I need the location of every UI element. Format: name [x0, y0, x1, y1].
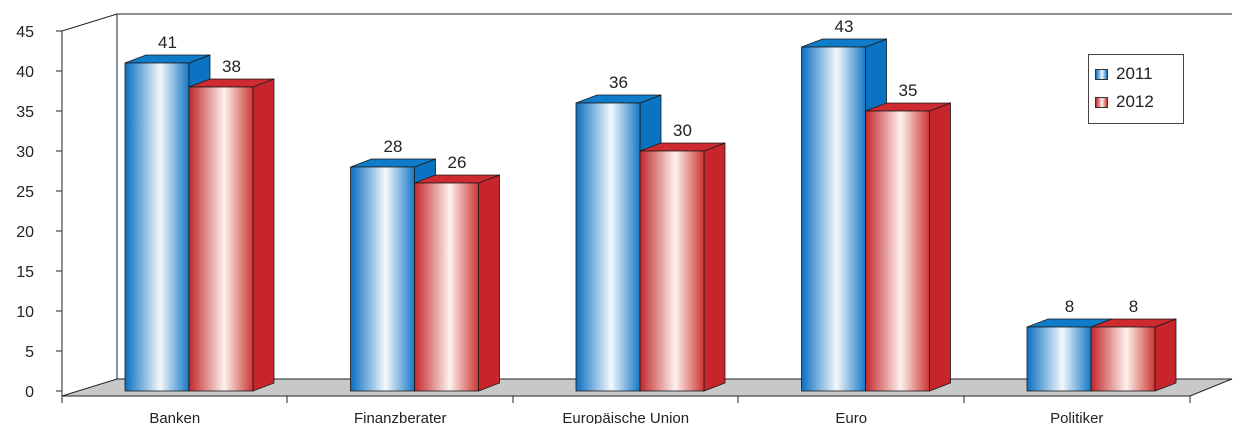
y-axis: 0 5 10 15 20 25 30 35 40 45 [16, 24, 62, 401]
bar-side-face [703, 142, 726, 392]
bar-2012: 26 [414, 153, 500, 392]
y-tick-label: 10 [16, 304, 34, 321]
bar-2012: 35 [865, 81, 951, 392]
bar-front-face [188, 86, 254, 392]
y-tick-label: 15 [16, 264, 34, 281]
y-tick-label: 20 [16, 224, 34, 241]
bars: 41 38 28 26 36 30 43 35 8 8 [124, 17, 1177, 392]
y-tick-label: 35 [16, 104, 34, 121]
bar-2012: 38 [188, 57, 275, 392]
legend-item-2011: 2011 [1095, 60, 1177, 88]
y-tick-label: 25 [16, 184, 34, 201]
bar-front-face [350, 166, 415, 392]
legend-label-2012: 2012 [1116, 92, 1154, 111]
y-tick-label: 45 [16, 24, 34, 41]
y-tick-label: 40 [16, 64, 34, 81]
bar-side-face [252, 78, 275, 392]
bar-front-face [575, 102, 641, 392]
bar-value-label: 35 [899, 81, 918, 100]
bar-front-face [1090, 326, 1156, 392]
y-tick-label: 5 [25, 344, 34, 361]
bar-value-label: 43 [835, 17, 854, 36]
bar-value-label: 30 [673, 121, 692, 140]
y-tick-label: 0 [25, 384, 34, 401]
bar-value-label: 8 [1129, 297, 1138, 316]
bar-value-label: 41 [158, 33, 177, 52]
bar-value-label: 36 [609, 73, 628, 92]
category-label: Euro [835, 410, 867, 424]
bar-value-label: 8 [1065, 297, 1074, 316]
bar-side-face [1154, 318, 1177, 392]
x-axis: Banken Finanzberater Europäische Union Euro… [61, 396, 1191, 424]
bar-2012: 30 [639, 121, 726, 392]
legend-item-2012: 2012 [1095, 88, 1177, 116]
legend: 2011 2012 [1088, 54, 1184, 124]
legend-swatch-2011 [1095, 68, 1108, 80]
category-label: Europäische Union [562, 410, 689, 424]
bar-value-label: 28 [384, 137, 403, 156]
bar-value-label: 26 [448, 153, 467, 172]
y-tick-label: 30 [16, 144, 34, 161]
category-label: Politiker [1050, 410, 1103, 424]
category-label: Banken [149, 410, 200, 424]
category-label: Finanzberater [354, 410, 447, 424]
bar-2012: 8 [1090, 297, 1177, 392]
bar-side-face [929, 102, 951, 392]
side-wall-top-edge [61, 13, 118, 32]
bar-side-face [478, 174, 500, 392]
bar-front-face [124, 62, 190, 392]
bar-front-face [801, 46, 866, 392]
bar-front-face [865, 110, 930, 392]
bar-front-face [1026, 326, 1092, 392]
bar-value-label: 38 [222, 57, 241, 76]
legend-swatch-2012 [1095, 96, 1108, 108]
bar-front-face [639, 150, 705, 392]
legend-label-2011: 2011 [1116, 64, 1153, 83]
bar-front-face [414, 182, 479, 392]
